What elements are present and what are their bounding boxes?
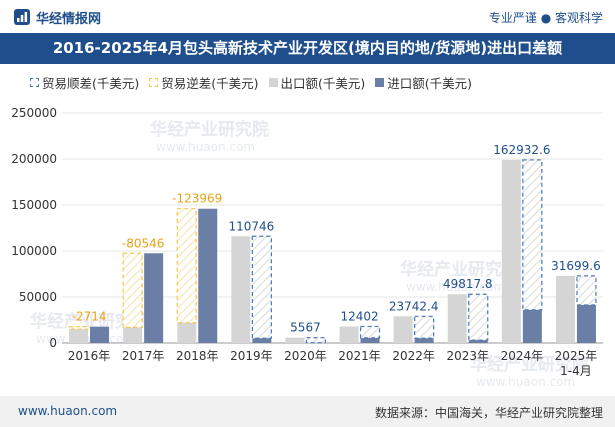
legend-label-surplus: 贸易顺差(千美元) bbox=[42, 75, 140, 91]
watermark-url: www.huaon.com bbox=[476, 375, 575, 389]
x-tick-label: 2022年 bbox=[392, 349, 435, 363]
legend-swatch-export bbox=[268, 77, 278, 87]
import-bar bbox=[198, 208, 218, 343]
legend-item-surplus[interactable]: 贸易顺差(千美元) bbox=[30, 73, 139, 92]
import-bar bbox=[414, 338, 434, 343]
balance-data-label: 12402 bbox=[340, 309, 378, 323]
legend-item-import[interactable]: 进口额(千美元) bbox=[375, 73, 472, 92]
brand-name: 华经情报网 bbox=[36, 11, 102, 27]
x-tick-label: 2025年 bbox=[555, 349, 598, 363]
brand: 华经情报网 bbox=[14, 8, 102, 27]
export-bar bbox=[501, 159, 521, 343]
footer-source: 数据来源：中国海关，华经产业研究院整理 bbox=[374, 406, 603, 420]
x-tick-label: 2021年 bbox=[338, 349, 381, 363]
export-bar bbox=[123, 327, 143, 343]
export-bar bbox=[177, 322, 197, 343]
import-bar bbox=[144, 253, 164, 343]
x-tick-label: 2017年 bbox=[122, 349, 165, 363]
export-bar bbox=[285, 337, 305, 343]
export-bar bbox=[447, 294, 467, 343]
x-tick-label: 2018年 bbox=[176, 349, 219, 363]
y-tick-label: 250000 bbox=[11, 106, 57, 120]
deficit-bar bbox=[176, 208, 197, 324]
surplus-bar bbox=[576, 275, 597, 306]
watermark-text: 华经产业研究院 bbox=[470, 354, 589, 375]
balance-data-label: -123969 bbox=[172, 192, 222, 206]
balance-data-label: 5567 bbox=[290, 321, 321, 335]
balance-data-label: 110746 bbox=[228, 219, 274, 233]
balance-data-label: 162932.6 bbox=[493, 143, 550, 157]
watermark-url: www.huaon.com bbox=[156, 140, 255, 154]
surplus-bar bbox=[305, 337, 327, 344]
export-bar bbox=[393, 316, 413, 343]
watermark-text: 华经产业研究院 bbox=[30, 311, 149, 332]
legend-swatch-deficit bbox=[149, 77, 159, 87]
x-tick-label: 2023年 bbox=[446, 349, 489, 363]
import-bar bbox=[90, 326, 110, 343]
surplus-bar bbox=[251, 235, 272, 339]
surplus-bar bbox=[414, 315, 435, 339]
x-tick-label: 2019年 bbox=[230, 349, 273, 363]
x-tick-label: 2020年 bbox=[284, 349, 327, 363]
brand-logo-icon bbox=[14, 9, 30, 25]
y-tick-label: 150000 bbox=[11, 198, 57, 212]
legend-item-deficit[interactable]: 贸易逆差(千美元) bbox=[149, 73, 259, 92]
watermark-text: 华经产业研究院 bbox=[400, 259, 519, 280]
chart-title: 2016-2025年4月包头高新技术产业开发区(境内目的地/货源地)进出口差额 bbox=[0, 33, 615, 64]
watermark-text: 华经产业研究院 bbox=[150, 119, 269, 140]
import-bar bbox=[468, 340, 488, 343]
surplus-bar bbox=[468, 293, 489, 341]
deficit-bar bbox=[122, 252, 143, 328]
y-tick-label: 50000 bbox=[19, 290, 57, 304]
import-bar bbox=[360, 337, 380, 343]
balance-data-label: 23742.4 bbox=[389, 299, 439, 313]
legend-label-export: 出口额(千美元) bbox=[280, 75, 366, 91]
x-tick-label: 2024年 bbox=[501, 349, 544, 363]
legend-swatch-surplus bbox=[30, 77, 39, 87]
balance-data-label: -80546 bbox=[122, 236, 165, 250]
legend-item-export[interactable]: 出口额(千美元) bbox=[268, 73, 366, 92]
y-tick-label: 100000 bbox=[11, 244, 57, 258]
bar-chart: 华经产业研究院www.huaon.com华经产业研究院www.huaon.com… bbox=[11, 106, 603, 389]
x-tick-label: 1-4月 bbox=[560, 364, 592, 378]
footer-website[interactable]: www.huaon.com bbox=[18, 404, 118, 418]
watermark-url: www.huaon.com bbox=[406, 280, 505, 294]
export-bar bbox=[555, 275, 575, 343]
export-bar bbox=[69, 329, 89, 343]
export-bar bbox=[231, 236, 251, 343]
legend-swatch-import bbox=[375, 77, 385, 87]
import-bar bbox=[576, 305, 596, 343]
x-tick-label: 2016年 bbox=[68, 349, 111, 363]
surplus-bar bbox=[522, 159, 543, 311]
y-tick-label: 200000 bbox=[11, 152, 57, 166]
export-bar bbox=[339, 326, 359, 343]
surplus-bar bbox=[359, 325, 381, 339]
y-tick-label: 0 bbox=[49, 336, 57, 350]
import-bar bbox=[522, 309, 542, 343]
balance-data-label: 31699.6 bbox=[551, 259, 601, 273]
legend: 贸易顺差(千美元) 贸易逆差(千美元) 出口额(千美元) 进口额(千美元) bbox=[30, 72, 472, 92]
import-bar bbox=[252, 338, 272, 343]
top-bar: 华经情报网 专业严谨 ● 客观科学 bbox=[0, 0, 615, 33]
legend-label-deficit: 贸易逆差(千美元) bbox=[161, 75, 259, 91]
balance-data-label: 49817.8 bbox=[443, 277, 493, 291]
legend-label-import: 进口额(千美元) bbox=[387, 75, 473, 91]
footer: www.huaon.com 数据来源：中国海关，华经产业研究院整理 bbox=[0, 396, 615, 427]
tagline: 专业严谨 ● 客观科学 bbox=[488, 11, 603, 25]
deficit-bar bbox=[68, 326, 89, 330]
balance-data-label: -2714 bbox=[72, 310, 107, 324]
